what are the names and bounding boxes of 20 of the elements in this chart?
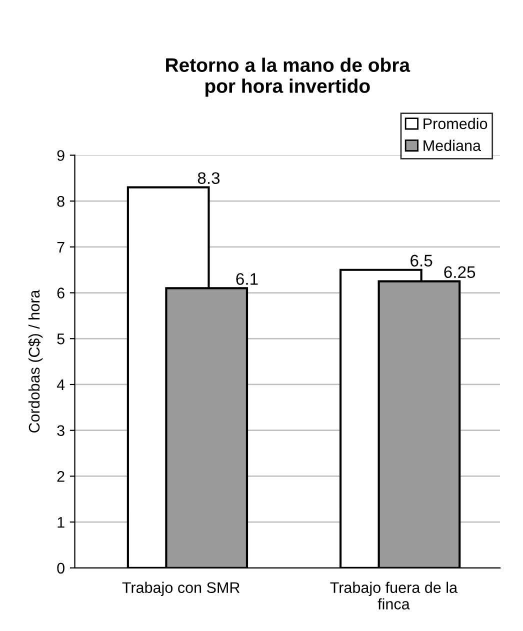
y-tick-label: 8 [57,196,64,207]
y-tick-label: 2 [57,471,64,482]
y-tick-label: 6 [57,288,64,298]
chart-title: Retorno a la mano de obra por hora invertido [166,58,410,97]
data-label: 8.3 [198,172,220,184]
legend-label: Promedio [424,118,488,130]
y-tick-label: 5 [57,334,64,344]
y-tick-label: 0 [57,562,64,574]
y-axis-title: Cordobas (C$) / hora [28,290,43,433]
y-tick-label: 3 [57,425,64,436]
data-label: 6.5 [410,254,432,267]
x-tick-label: Trabajo fuera de la finca [330,582,458,610]
data-label: 6.25 [444,266,476,278]
y-tick-label: 9 [57,150,64,161]
y-tick-label: 7 [57,242,64,252]
legend-label: Mediana [424,140,481,152]
y-tick-label: 4 [56,380,65,390]
y-tick-label: 1 [58,517,64,528]
data-label: 6.1 [236,273,258,285]
x-tick-label: Trabajo con SMR [122,582,240,596]
